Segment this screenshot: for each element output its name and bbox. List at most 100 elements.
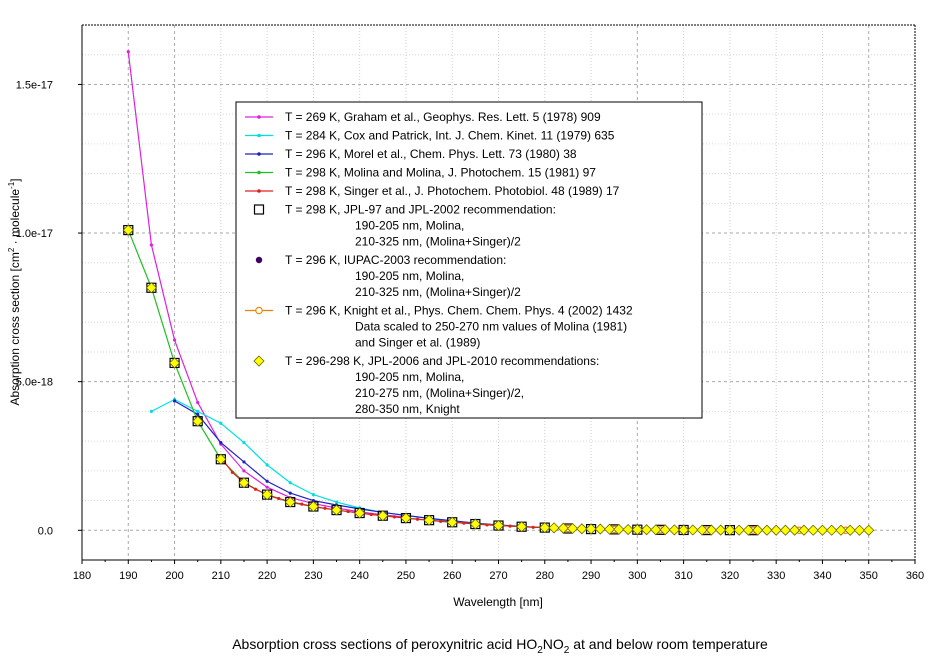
data-point (354, 507, 366, 519)
data-point (807, 524, 819, 536)
data-point (172, 338, 177, 342)
data-point (423, 514, 435, 526)
data-point (469, 518, 481, 530)
data-point (789, 524, 801, 536)
data-point (752, 524, 764, 536)
legend-label: 280-350 nm, Knight (355, 402, 460, 416)
data-point (172, 399, 177, 403)
data-point (265, 479, 269, 483)
data-point (196, 400, 200, 405)
legend-label: and Singer et al. (1989) (355, 336, 480, 350)
legend-marker (253, 204, 265, 215)
x-axis-title: Wavelength [nm] (453, 595, 543, 609)
data-point (548, 522, 560, 534)
legend-entry: T = 296 K, Knight et al., Phys. Chem. Ch… (245, 304, 633, 350)
data-point (284, 496, 296, 508)
legend-marker (253, 355, 265, 367)
legend-marker (255, 306, 263, 315)
y-axis-title: Absorption cross section [cm2 · molecule… (7, 178, 22, 405)
legend: T = 269 K, Graham et al., Geophys. Res. … (235, 101, 703, 419)
series-9 (122, 224, 875, 536)
data-point (844, 524, 856, 536)
data-point (277, 496, 281, 501)
y-tick-label: 1.5e-17 (16, 79, 53, 91)
data-point (196, 412, 200, 416)
data-point (311, 498, 315, 503)
data-point (531, 525, 535, 529)
legend-marker (257, 115, 261, 119)
legend-label: T = 284 K, Cox and Patrick, Int. J. Chem… (285, 129, 615, 143)
legend-label: T = 296 K, Morel et al., Chem. Phys. Let… (285, 147, 577, 161)
data-point (446, 516, 458, 528)
legend-entry: T = 296 K, Morel et al., Chem. Phys. Let… (245, 147, 577, 161)
data-point (566, 522, 579, 535)
legend-label: T = 296-298 K, JPL-2006 and JPL-2010 rec… (285, 354, 599, 368)
data-point (192, 415, 204, 427)
data-point (641, 524, 653, 536)
legend-entry: T = 298 K, Molina and Molina, J. Photoch… (245, 166, 596, 180)
data-point (816, 524, 829, 536)
data-point (576, 523, 588, 535)
x-tick-label: 300 (628, 570, 646, 582)
legend-label: T = 298 K, Molina and Molina, J. Photoch… (285, 166, 596, 180)
data-point (288, 491, 292, 495)
data-point (215, 453, 227, 465)
data-point (705, 524, 717, 536)
data-point (485, 523, 489, 527)
data-point (696, 524, 708, 536)
data-point (265, 463, 269, 467)
x-tick-label: 290 (582, 570, 600, 582)
legend-entry: T = 269 K, Graham et al., Geophys. Res. … (245, 110, 601, 124)
legend-marker (257, 189, 261, 193)
data-point (622, 523, 634, 536)
data-point (798, 524, 810, 536)
legend-box (235, 101, 703, 419)
data-point (149, 409, 154, 413)
data-point (678, 524, 690, 536)
legend-label: T = 296 K, Knight et al., Phys. Chem. Ch… (285, 304, 633, 318)
x-tick-label: 280 (536, 570, 554, 582)
data-point (724, 524, 736, 536)
legend-label: 210-275 nm, (Molina+Singer)/2, (355, 386, 524, 400)
x-tick-label: 340 (813, 570, 831, 582)
data-point (585, 523, 597, 535)
data-point (733, 524, 745, 536)
data-point (126, 50, 130, 54)
legend-marker (255, 256, 263, 264)
data-point (311, 493, 315, 497)
data-point (761, 524, 773, 536)
legend-label: T = 298 K, JPL-97 and JPL-2002 recommend… (285, 203, 556, 217)
legend-marker (257, 133, 261, 138)
data-point (715, 524, 727, 536)
data-point (650, 524, 662, 536)
data-point (288, 481, 292, 485)
x-tick-label: 330 (767, 570, 785, 582)
data-point (145, 282, 157, 294)
data-point (307, 500, 319, 513)
data-point (346, 509, 350, 514)
legend-label: 190-205 nm, Molina, (355, 219, 464, 233)
x-tick-label: 270 (489, 570, 507, 582)
x-tick-label: 220 (258, 570, 276, 582)
legend-marker (257, 152, 261, 156)
x-tick-label: 190 (119, 570, 137, 582)
data-point (242, 440, 246, 445)
x-tick-label: 240 (350, 570, 368, 582)
x-tick-label: 210 (212, 570, 230, 582)
x-tick-label: 310 (674, 570, 692, 582)
y-tick-label: 1.0e-17 (16, 228, 53, 240)
data-point (253, 487, 258, 491)
data-point (439, 519, 443, 523)
x-tick-label: 260 (443, 570, 461, 582)
data-point (323, 506, 327, 510)
data-point (219, 440, 223, 445)
data-point (516, 521, 528, 533)
data-point (219, 421, 223, 425)
figure-caption: Absorption cross sections of peroxynitri… (232, 636, 768, 656)
x-axis-ticks: 180 190 200 210 220 230 240 250 260 270 280 290 300 3… (73, 560, 924, 582)
data-point (508, 524, 512, 528)
data-point (742, 524, 754, 536)
series-layer (122, 50, 875, 536)
data-point (168, 357, 181, 369)
